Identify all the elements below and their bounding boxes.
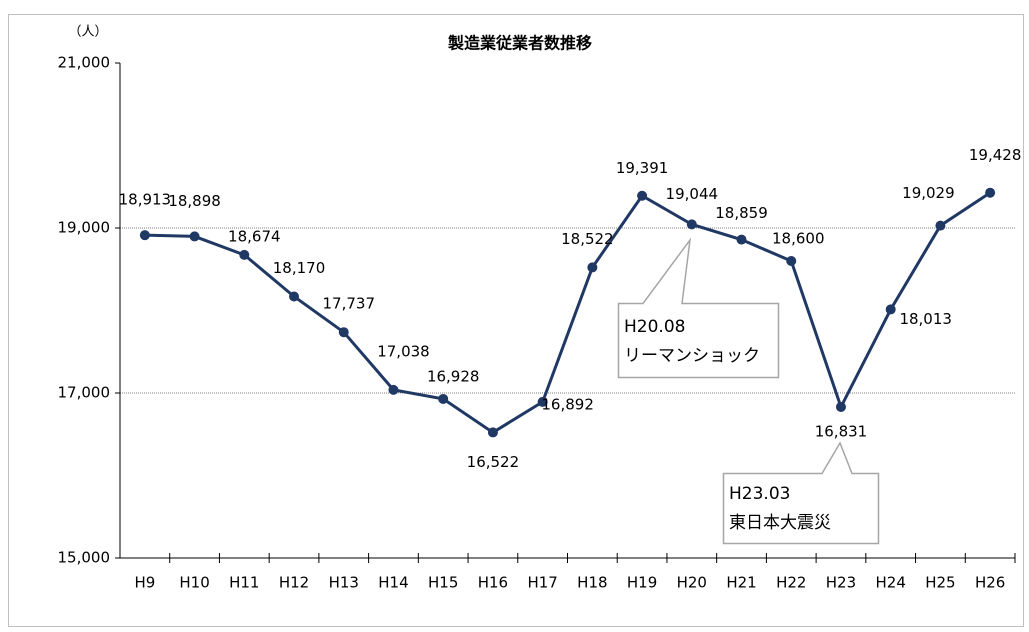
data-point <box>189 231 200 242</box>
data-point <box>736 234 747 245</box>
x-tick-label: H13 <box>329 574 359 592</box>
x-tick-label: H20 <box>677 574 707 592</box>
data-line <box>144 191 991 435</box>
data-point <box>935 220 946 231</box>
y-tick-label: 21,000 <box>58 54 111 72</box>
y-tick-label: 15,000 <box>58 549 111 567</box>
x-tick-label: H17 <box>527 574 557 592</box>
data-label: 16,831 <box>815 422 868 440</box>
data-point <box>388 384 399 395</box>
data-label: 18,674 <box>228 227 281 245</box>
data-point <box>338 327 349 338</box>
x-tick-label: H25 <box>925 574 955 592</box>
data-label: 16,892 <box>541 395 594 413</box>
x-tick-label: H16 <box>478 574 508 592</box>
data-label: 17,038 <box>377 342 430 360</box>
data-point <box>537 396 548 407</box>
data-label: 18,170 <box>273 259 326 277</box>
data-point <box>289 291 300 302</box>
annotation-text: H23.03 <box>729 484 790 504</box>
data-point <box>587 262 598 273</box>
data-label: 19,029 <box>902 184 955 202</box>
data-label: 18,913 <box>119 191 172 209</box>
data-label: 19,391 <box>616 159 669 177</box>
data-point <box>239 249 250 260</box>
data-label: 18,600 <box>772 230 825 248</box>
chart-title: 製造業従業者数推移 <box>447 34 592 53</box>
data-point <box>786 256 797 266</box>
annotation-text: 東日本大震災 <box>729 513 831 533</box>
data-label: 18,522 <box>561 230 614 248</box>
x-tick-label: H10 <box>179 574 209 592</box>
data-point <box>885 304 896 315</box>
x-tick-label: H15 <box>428 574 458 592</box>
x-tick-label: H21 <box>726 574 756 592</box>
x-tick-label: H9 <box>134 574 155 592</box>
data-label: 19,428 <box>969 146 1022 164</box>
data-point <box>637 190 648 201</box>
x-tick-label: H18 <box>577 574 607 592</box>
callout-box <box>617 237 780 379</box>
data-point <box>438 393 449 404</box>
data-point <box>686 219 697 230</box>
y-tick-label: 17,000 <box>58 384 111 402</box>
x-tick-label: H22 <box>776 574 806 592</box>
data-point <box>985 187 996 198</box>
x-tick-label: H12 <box>279 574 309 592</box>
data-label: 16,522 <box>467 453 520 471</box>
x-tick-label: H24 <box>876 574 906 592</box>
x-tick-label: H14 <box>378 574 408 592</box>
data-label: 18,859 <box>715 204 768 222</box>
y-axis-unit: （人） <box>68 25 107 40</box>
data-point <box>487 427 498 438</box>
chart-frame <box>8 14 1024 627</box>
data-label: 18,013 <box>899 310 952 328</box>
x-tick-label: H26 <box>975 574 1005 592</box>
x-tick-label: H23 <box>826 574 856 592</box>
data-label: 19,044 <box>666 185 719 203</box>
callout-box <box>722 441 880 545</box>
x-tick-label: H11 <box>229 574 259 592</box>
y-tick-label: 19,000 <box>58 219 111 237</box>
data-label: 16,928 <box>427 367 480 385</box>
data-label: 17,737 <box>323 295 376 313</box>
annotation-text: リーマンショック <box>624 346 760 366</box>
data-point <box>835 401 846 412</box>
annotation-text: H20.08 <box>624 317 685 337</box>
data-point <box>139 230 150 241</box>
data-label: 18,898 <box>168 192 221 210</box>
x-tick-label: H19 <box>627 574 657 592</box>
